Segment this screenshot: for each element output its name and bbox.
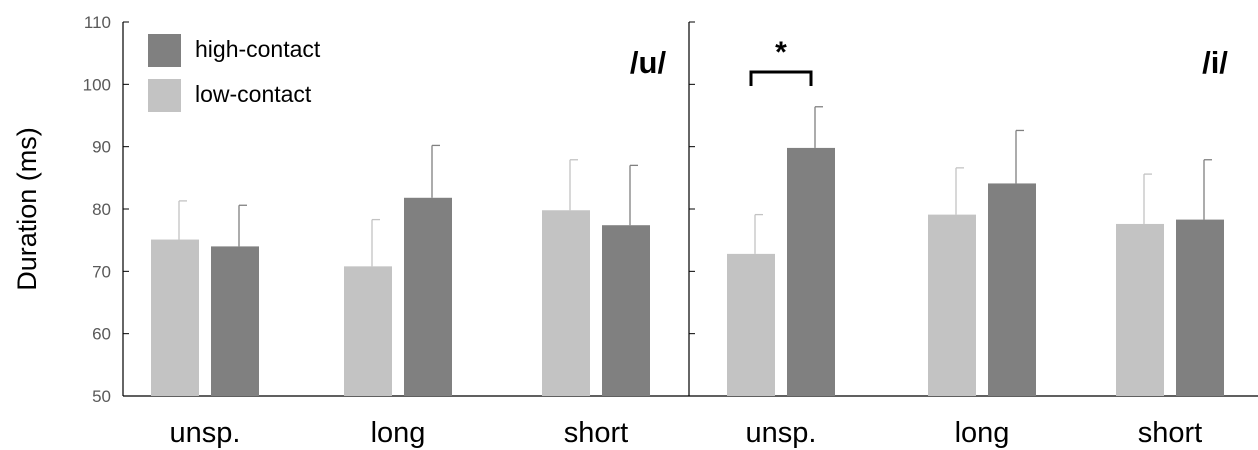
bar: [151, 239, 199, 396]
y-tick-label: 50: [92, 387, 111, 406]
y-tick-label: 100: [83, 75, 111, 94]
x-category-label: unsp.: [746, 417, 817, 449]
legend-swatch: [148, 79, 181, 112]
x-category-label: short: [1138, 417, 1202, 449]
panel-0: [151, 144, 650, 396]
x-category-label: unsp.: [170, 417, 241, 449]
legend: high-contact low-contact: [148, 34, 321, 112]
y-tick-label: 90: [92, 138, 111, 157]
y-tick-label: 70: [92, 262, 111, 281]
bar: [404, 197, 452, 396]
x-category-label: long: [371, 417, 426, 449]
y-tick-label: 110: [84, 13, 111, 32]
axes: [122, 21, 1258, 397]
y-tick-label: 60: [92, 325, 111, 344]
significance-marker: *: [775, 36, 787, 69]
y-axis-title: Duration (ms): [12, 127, 42, 291]
bar: [344, 266, 392, 396]
legend-label: high-contact: [195, 36, 321, 62]
bar: [727, 253, 775, 396]
panel-label: /i/: [1202, 45, 1228, 80]
legend-label: low-contact: [195, 81, 312, 107]
bar: [542, 210, 590, 396]
bar: [211, 246, 259, 396]
bar: [787, 147, 835, 396]
bar: [988, 183, 1036, 396]
significance-bracket: [749, 70, 813, 86]
panel-1: [727, 70, 1224, 396]
bar: [602, 225, 650, 396]
legend-swatch: [148, 34, 181, 67]
y-tick-label: 80: [92, 200, 111, 219]
x-category-label: short: [564, 417, 628, 449]
panel-label: /u/: [630, 45, 667, 80]
bar: [1176, 219, 1224, 396]
bars: [151, 70, 1224, 396]
bar: [928, 214, 976, 396]
labels: 50 60 70 80 90 100 110 Duration (ms) /u/unsp. lon…: [12, 13, 1228, 449]
x-category-label: long: [955, 417, 1010, 449]
bar: [1116, 223, 1164, 396]
